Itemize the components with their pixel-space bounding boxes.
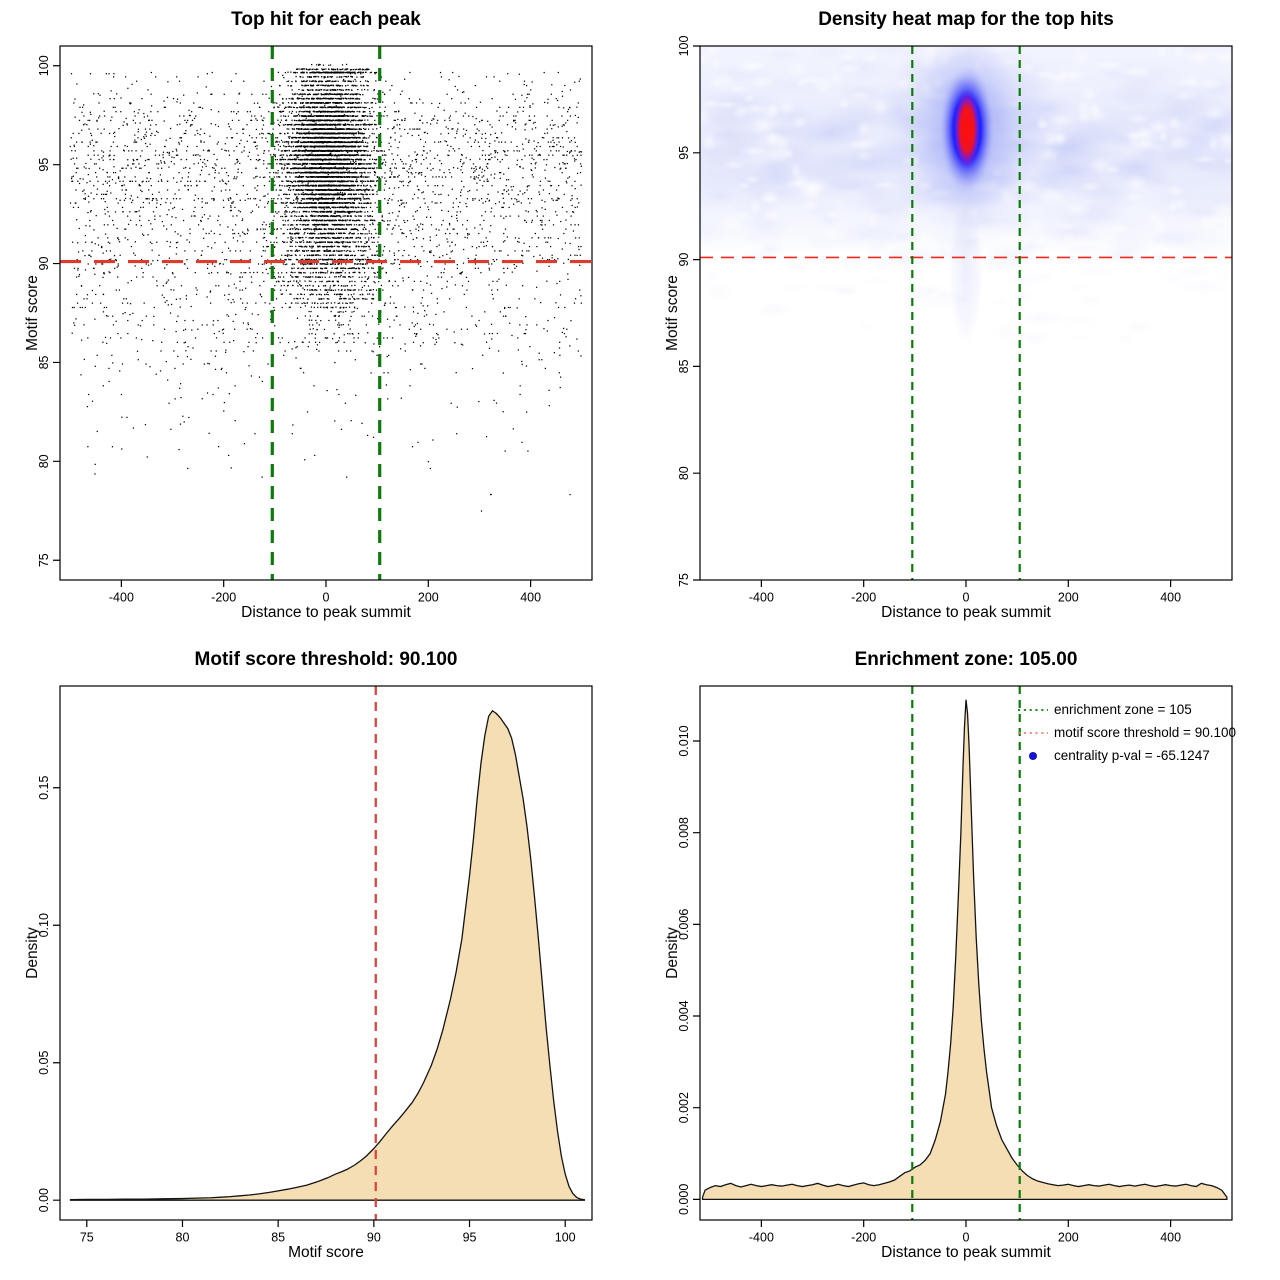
panel-motif-score-density: Motif score threshold: 90.100 Motif scor… (0, 640, 640, 1280)
panel-enrichment-zone-density: Enrichment zone: 105.00 Distance to peak… (640, 640, 1280, 1280)
panel-title: Density heat map for the top hits (818, 9, 1114, 30)
x-axis-label: Distance to peak summit (881, 1244, 1051, 1261)
distance-density-canvas (640, 640, 1280, 1280)
y-axis-label: Motif score (664, 275, 681, 351)
x-axis-label: Distance to peak summit (881, 604, 1051, 621)
y-axis-label: Density (24, 927, 41, 979)
x-axis-label: Motif score (288, 1244, 364, 1261)
panel-title: Top hit for each peak (231, 9, 421, 30)
y-axis-label: Density (664, 927, 681, 979)
x-axis-label: Distance to peak summit (241, 604, 411, 621)
panel-title: Enrichment zone: 105.00 (854, 649, 1078, 670)
y-axis-label: Motif score (24, 275, 41, 351)
motif-density-canvas (0, 640, 640, 1280)
panel-top-hit-scatter: Top hit for each peak Distance to peak s… (0, 0, 640, 640)
scatter-plot-canvas (0, 0, 640, 640)
panel-density-heatmap: Density heat map for the top hits Distan… (640, 0, 1280, 640)
heatmap-canvas (640, 0, 1280, 640)
panel-title: Motif score threshold: 90.100 (194, 649, 458, 670)
